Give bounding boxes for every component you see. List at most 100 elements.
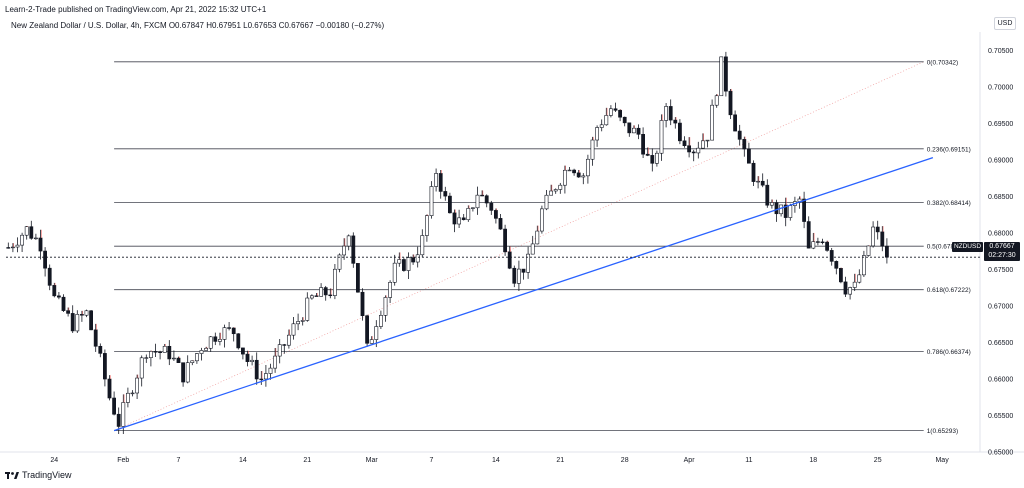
candle-body: [516, 268, 521, 284]
candle-body: [254, 359, 259, 380]
candle-body: [751, 162, 756, 182]
candle-body: [126, 392, 130, 403]
candle-body: [286, 334, 291, 346]
candle-body: [834, 261, 839, 269]
candle-body: [714, 95, 719, 106]
time-tick-label: 21: [556, 457, 564, 464]
candle-body: [641, 134, 646, 155]
candle-body: [305, 297, 310, 321]
candle-body: [631, 127, 636, 134]
candle-body: [342, 245, 347, 256]
time-tick-label: May: [935, 457, 949, 464]
candle-body: [673, 119, 678, 124]
ascending-trendline[interactable]: [113, 157, 934, 432]
candle-body: [89, 310, 94, 331]
candle-body: [756, 180, 761, 183]
candle-body: [696, 147, 701, 154]
candle-body: [383, 297, 388, 316]
price-tick-label: 0.67000: [988, 303, 1013, 310]
tradingview-logo[interactable]: TradingView: [5, 470, 72, 480]
candle-body: [52, 285, 57, 297]
price-tick-label: 0.65000: [988, 450, 1013, 457]
candle-body: [424, 215, 429, 236]
candle-body: [636, 127, 641, 135]
price-axis[interactable]: 0.70500 0.70000 0.69500 0.69000 0.68500 0.680…: [988, 48, 1013, 457]
candle-body: [452, 212, 457, 225]
candle-body: [300, 320, 305, 322]
time-tick-label: 14: [239, 457, 247, 464]
fib-level-label: 0.618(0.67222): [927, 287, 971, 294]
time-tick-label: 21: [303, 457, 311, 464]
time-tick-label: 28: [621, 457, 629, 464]
candle-body: [259, 378, 264, 381]
candle-body: [103, 353, 107, 380]
candle-body: [61, 296, 66, 311]
candle-body: [365, 315, 370, 344]
time-axis[interactable]: 24 Feb 7 14 21 Mar 7 14 21 28 Apr 11 18 25 May: [50, 457, 949, 464]
candle-body: [401, 259, 406, 271]
time-tick-label: 7: [430, 457, 434, 464]
fib-level-label: 0.5(0.67818): [927, 244, 964, 251]
candle-body: [296, 321, 301, 325]
candle-body: [222, 327, 227, 340]
currency-badge[interactable]: USD: [994, 17, 1016, 30]
candle-body: [700, 140, 705, 149]
candle-body: [838, 268, 843, 283]
bar-countdown: 02:27:30: [988, 252, 1016, 259]
candle-body: [475, 194, 480, 209]
candle-body: [484, 195, 489, 204]
time-tick-label: Feb: [117, 457, 129, 464]
candle-body: [199, 350, 204, 354]
candle-body: [107, 378, 112, 399]
last-price-tag: 0.67667 02:27:30: [984, 242, 1020, 261]
candle-body: [539, 208, 544, 232]
candle-body: [687, 145, 692, 153]
candle-body: [691, 151, 696, 154]
candle-body: [420, 235, 425, 256]
candle-body: [388, 282, 393, 298]
price-tick-label: 0.70500: [988, 48, 1013, 55]
candle-body: [360, 291, 365, 317]
candle-body: [880, 231, 885, 247]
candle-body: [549, 190, 554, 196]
candle-body: [553, 189, 558, 192]
candle-body: [530, 243, 535, 255]
candle-body: [572, 169, 577, 174]
candle-body: [884, 245, 889, 258]
trendline-line[interactable]: [113, 157, 934, 432]
candle-body: [153, 351, 158, 353]
candle-body: [438, 173, 443, 192]
candle-body: [728, 90, 733, 116]
candle-body: [355, 263, 360, 293]
candle-body: [116, 413, 121, 427]
candle-body: [774, 202, 779, 215]
candle-body: [24, 226, 29, 236]
candle-body: [489, 202, 494, 211]
candle-body: [746, 148, 751, 164]
symbol-ohlc-line: New Zealand Dollar / U.S. Dollar, 4h, FX…: [11, 21, 385, 30]
candle-body: [461, 217, 466, 221]
candle-body: [466, 208, 471, 221]
candle-body: [650, 155, 655, 164]
candle-body: [144, 357, 149, 359]
candle-body: [15, 244, 20, 248]
price-tick-label: 0.69000: [988, 157, 1013, 164]
candle-body: [227, 327, 232, 329]
candle-body: [314, 295, 319, 297]
candle-body: [576, 172, 581, 178]
time-tick-label: 7: [177, 457, 181, 464]
candle-body: [130, 392, 135, 395]
candle-body: [434, 173, 439, 187]
candle-body: [705, 139, 710, 142]
candle-body: [319, 287, 324, 297]
candle-body: [742, 139, 747, 150]
candle-body: [811, 241, 816, 249]
candle-body: [599, 124, 604, 128]
candle-body: [659, 120, 664, 154]
price-tick-label: 0.68000: [988, 230, 1013, 237]
candle-body: [457, 217, 462, 225]
candle-body: [825, 241, 830, 251]
